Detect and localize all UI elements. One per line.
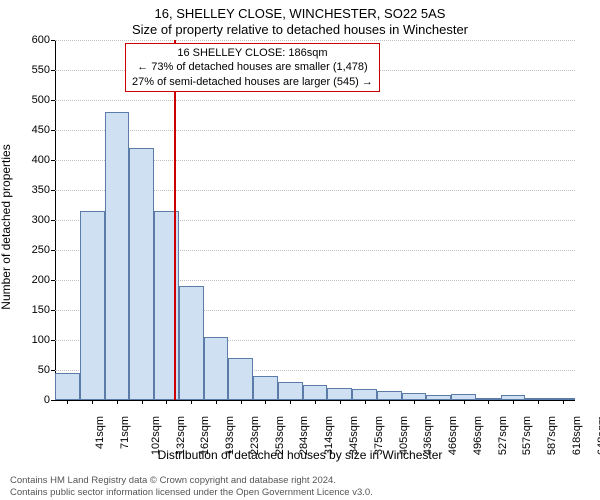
y-tick-label: 600 (10, 34, 50, 46)
y-tick-label: 200 (10, 274, 50, 286)
y-tick-mark (51, 70, 55, 71)
x-tick-mark (365, 400, 366, 404)
y-tick-label: 250 (10, 244, 50, 256)
x-tick-label: 193sqm (224, 416, 236, 455)
x-tick-mark (538, 400, 539, 404)
x-tick-mark (142, 400, 143, 404)
x-tick-mark (513, 400, 514, 404)
annotation-line: ← 73% of detached houses are smaller (1,… (132, 60, 373, 74)
x-tick-mark (464, 400, 465, 404)
x-tick-label: 253sqm (274, 416, 286, 455)
x-tick-mark (216, 400, 217, 404)
x-tick-mark (92, 400, 93, 404)
x-tick-mark (117, 400, 118, 404)
x-tick-mark (563, 400, 564, 404)
gridline (55, 40, 575, 41)
bar (228, 358, 253, 400)
bar (327, 388, 352, 400)
x-tick-mark (439, 400, 440, 404)
x-tick-mark (265, 400, 266, 404)
x-tick-mark (191, 400, 192, 404)
x-tick-label: 405sqm (398, 416, 410, 455)
x-tick-label: 223sqm (249, 416, 261, 455)
annotation-line: 16 SHELLEY CLOSE: 186sqm (132, 46, 373, 60)
x-tick-label: 527sqm (497, 416, 509, 455)
x-tick-mark (241, 400, 242, 404)
annotation-box: 16 SHELLEY CLOSE: 186sqm← 73% of detache… (125, 43, 380, 92)
y-tick-mark (51, 370, 55, 371)
bar (377, 391, 402, 400)
y-tick-mark (51, 250, 55, 251)
y-tick-label: 450 (10, 124, 50, 136)
y-tick-mark (51, 160, 55, 161)
x-tick-mark (166, 400, 167, 404)
x-tick-label: 587sqm (546, 416, 558, 455)
y-tick-mark (51, 400, 55, 401)
x-tick-label: 132sqm (175, 416, 187, 455)
annotation-line: 27% of semi-detached houses are larger (… (132, 75, 373, 89)
x-tick-mark (67, 400, 68, 404)
y-tick-label: 500 (10, 94, 50, 106)
y-tick-mark (51, 280, 55, 281)
x-tick-mark (389, 400, 390, 404)
y-tick-label: 0 (10, 394, 50, 406)
bar (352, 389, 377, 400)
y-tick-label: 350 (10, 184, 50, 196)
y-tick-label: 100 (10, 334, 50, 346)
y-tick-mark (51, 40, 55, 41)
y-tick-mark (51, 220, 55, 221)
x-tick-mark (414, 400, 415, 404)
x-tick-label: 345sqm (348, 416, 360, 455)
bar (105, 112, 130, 400)
y-tick-mark (51, 130, 55, 131)
footer-line-2: Contains public sector information licen… (10, 487, 373, 498)
marker-line (174, 40, 176, 400)
x-tick-mark (290, 400, 291, 404)
x-tick-label: 314sqm (323, 416, 335, 455)
bar (179, 286, 204, 400)
chart-container: 16, SHELLEY CLOSE, WINCHESTER, SO22 5AS … (0, 0, 600, 500)
x-tick-mark (488, 400, 489, 404)
x-tick-label: 466sqm (447, 416, 459, 455)
x-tick-label: 618sqm (571, 416, 583, 455)
x-tick-label: 284sqm (299, 416, 311, 455)
y-tick-mark (51, 310, 55, 311)
y-tick-mark (51, 340, 55, 341)
x-tick-label: 71sqm (119, 416, 131, 449)
x-tick-label: 375sqm (373, 416, 385, 455)
x-tick-label: 102sqm (150, 416, 162, 455)
y-tick-label: 550 (10, 64, 50, 76)
chart-title-2: Size of property relative to detached ho… (0, 22, 600, 37)
y-tick-label: 300 (10, 214, 50, 226)
x-tick-label: 41sqm (94, 416, 106, 449)
bar (402, 393, 427, 400)
bar (253, 376, 278, 400)
bar (55, 373, 80, 400)
y-tick-label: 150 (10, 304, 50, 316)
y-tick-mark (51, 190, 55, 191)
y-tick-label: 50 (10, 364, 50, 376)
x-tick-label: 557sqm (521, 416, 533, 455)
y-tick-label: 400 (10, 154, 50, 166)
y-tick-mark (51, 100, 55, 101)
plot-area: 16 SHELLEY CLOSE: 186sqm← 73% of detache… (55, 40, 575, 401)
bar (204, 337, 229, 400)
attribution-footer: Contains HM Land Registry data © Crown c… (10, 475, 373, 498)
gridline (55, 130, 575, 131)
bar (303, 385, 328, 400)
bar (129, 148, 154, 400)
bar (278, 382, 303, 400)
footer-line-1: Contains HM Land Registry data © Crown c… (10, 475, 373, 486)
gridline (55, 100, 575, 101)
x-tick-label: 436sqm (422, 416, 434, 455)
bar (80, 211, 105, 400)
x-tick-label: 162sqm (200, 416, 212, 455)
chart-title-1: 16, SHELLEY CLOSE, WINCHESTER, SO22 5AS (0, 6, 600, 21)
x-tick-mark (340, 400, 341, 404)
x-tick-label: 648sqm (596, 416, 600, 455)
x-tick-mark (315, 400, 316, 404)
x-tick-label: 496sqm (472, 416, 484, 455)
